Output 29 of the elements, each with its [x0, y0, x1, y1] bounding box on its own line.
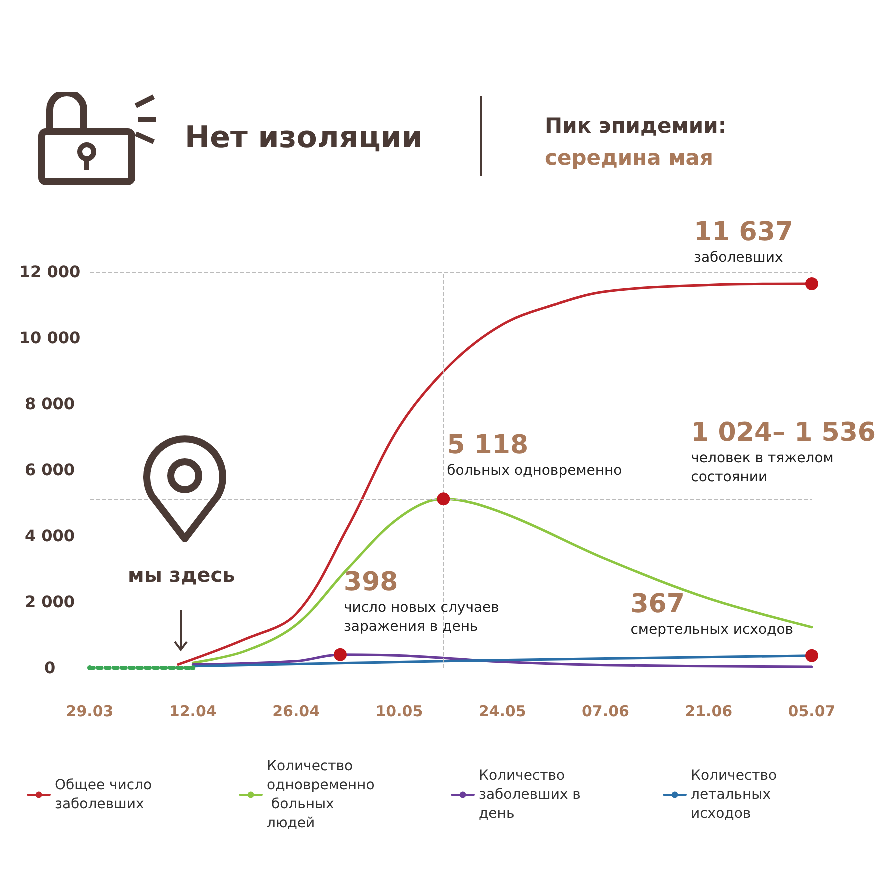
y-tick-label: 4 000 [24, 526, 76, 546]
annotation: 1 024– 1 536 человек в тяжелом состоянии [691, 418, 876, 486]
annotation: мы здесь [128, 563, 236, 587]
point [806, 277, 818, 290]
legend-label: Количество заболевших в день [479, 768, 586, 822]
legend-label: Общее число заболевших [55, 778, 157, 812]
legend-label: Количество одновременно больных людей [267, 758, 375, 832]
x-tick-label: 24.05 [478, 702, 526, 720]
x-tick-label: 05.07 [788, 702, 836, 720]
y-tick-label: 8 000 [24, 394, 76, 414]
point [190, 666, 196, 670]
y-tick-label: 2 000 [24, 592, 76, 612]
x-tick-label: 10.05 [376, 702, 424, 720]
y-tick-label: 12 000 [19, 262, 81, 282]
annotation: 11 637 заболевших [694, 217, 794, 266]
chart-subtitle: Пик эпидемии: середина мая [545, 114, 727, 170]
y-tick-label: 6 000 [24, 460, 76, 480]
annotation: 5 118 больных одновременно [447, 430, 622, 480]
annotation: 367 смертельных исходов [630, 589, 794, 638]
y-tick-label: 0 [44, 658, 56, 678]
x-tick-label: 21.06 [685, 702, 733, 720]
x-tick-label: 07.06 [582, 702, 630, 720]
legend-label: Количество летальных исходов [691, 768, 782, 822]
chart-title: Нет изоляции [185, 120, 423, 156]
x-tick-label: 29.03 [66, 702, 114, 720]
x-tick-label: 26.04 [272, 702, 320, 720]
x-tick-label: 12.04 [169, 702, 217, 720]
y-tick-label: 10 000 [19, 328, 81, 348]
annotation: 398 число новых случаев заражения в день [344, 567, 500, 635]
